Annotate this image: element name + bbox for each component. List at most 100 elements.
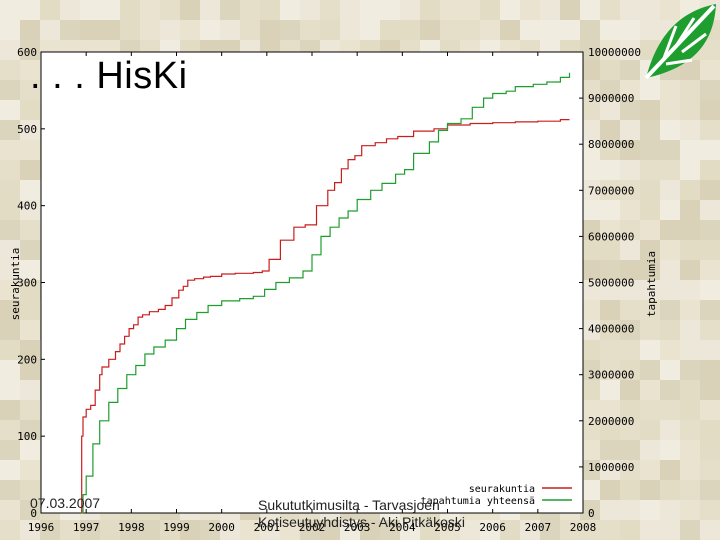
mosaic-tile bbox=[580, 80, 600, 100]
mosaic-tile bbox=[360, 20, 380, 40]
mosaic-tile bbox=[0, 280, 20, 300]
mosaic-tile bbox=[60, 20, 80, 40]
mosaic-tile bbox=[620, 340, 640, 360]
mosaic-tile bbox=[400, 0, 420, 20]
mosaic-tile bbox=[700, 60, 720, 80]
mosaic-tile bbox=[0, 20, 20, 40]
mosaic-tile bbox=[20, 140, 40, 160]
mosaic-tile bbox=[600, 100, 620, 120]
mosaic-tile bbox=[580, 500, 600, 520]
mosaic-tile bbox=[680, 400, 700, 420]
mosaic-tile bbox=[20, 320, 40, 340]
mosaic-tile bbox=[200, 20, 220, 40]
mosaic-tile bbox=[700, 140, 720, 160]
mosaic-tile bbox=[20, 120, 40, 140]
mosaic-tile bbox=[640, 120, 660, 140]
mosaic-tile bbox=[600, 120, 620, 140]
mosaic-tile bbox=[20, 300, 40, 320]
mosaic-tile bbox=[20, 60, 40, 80]
mosaic-tile bbox=[600, 460, 620, 480]
mosaic-tile bbox=[620, 400, 640, 420]
mosaic-tile bbox=[0, 360, 20, 380]
y2-tick-label: 9000000 bbox=[588, 92, 634, 105]
mosaic-tile bbox=[0, 240, 20, 260]
mosaic-tile bbox=[600, 20, 620, 40]
mosaic-tile bbox=[600, 240, 620, 260]
mosaic-tile bbox=[0, 440, 20, 460]
mosaic-tile bbox=[0, 420, 20, 440]
mosaic-tile bbox=[300, 0, 320, 20]
mosaic-tile bbox=[680, 200, 700, 220]
mosaic-tile bbox=[680, 280, 700, 300]
mosaic-tile bbox=[600, 60, 620, 80]
mosaic-tile bbox=[640, 340, 660, 360]
mosaic-tile bbox=[660, 220, 680, 240]
mosaic-tile bbox=[620, 260, 640, 280]
mosaic-tile bbox=[0, 400, 20, 420]
series-line-seurakuntia bbox=[80, 119, 570, 514]
mosaic-tile bbox=[660, 360, 680, 380]
mosaic-tile bbox=[540, 520, 560, 540]
mosaic-tile bbox=[680, 80, 700, 100]
mosaic-tile bbox=[580, 240, 600, 260]
mosaic-tile bbox=[580, 400, 600, 420]
mosaic-tile bbox=[660, 340, 680, 360]
mosaic-tile bbox=[660, 500, 680, 520]
mosaic-tile bbox=[140, 20, 160, 40]
mosaic-tile bbox=[640, 500, 660, 520]
mosaic-tile bbox=[160, 0, 180, 20]
mosaic-tile bbox=[580, 180, 600, 200]
mosaic-tile bbox=[340, 20, 360, 40]
mosaic-tile bbox=[620, 320, 640, 340]
x-tick-label: 2003 bbox=[344, 521, 371, 534]
mosaic-tile bbox=[360, 520, 380, 540]
mosaic-tile bbox=[640, 460, 660, 480]
mosaic-tile bbox=[580, 60, 600, 80]
mosaic-tile bbox=[520, 520, 540, 540]
mosaic-tile bbox=[0, 180, 20, 200]
y2-tick-label: 5000000 bbox=[588, 277, 634, 290]
mosaic-tile bbox=[80, 20, 100, 40]
x-tick-label: 2001 bbox=[254, 521, 281, 534]
mosaic-tile bbox=[580, 380, 600, 400]
mosaic-tile bbox=[680, 360, 700, 380]
mosaic-tile bbox=[700, 440, 720, 460]
mosaic-tile bbox=[620, 520, 640, 540]
mosaic-tile bbox=[120, 520, 140, 540]
x-tick-label: 2008 bbox=[570, 521, 597, 534]
mosaic-tile bbox=[100, 20, 120, 40]
mosaic-tile bbox=[640, 380, 660, 400]
mosaic-tile bbox=[460, 520, 480, 540]
mosaic-tile bbox=[300, 520, 320, 540]
mosaic-tile bbox=[600, 520, 620, 540]
mosaic-tile bbox=[560, 20, 580, 40]
mosaic-tile bbox=[660, 0, 680, 20]
mosaic-tile bbox=[700, 520, 720, 540]
mosaic-tile bbox=[600, 320, 620, 340]
mosaic-tile bbox=[680, 100, 700, 120]
mosaic-tile bbox=[680, 420, 700, 440]
mosaic-tile bbox=[140, 0, 160, 20]
mosaic-tile bbox=[500, 520, 520, 540]
mosaic-tile bbox=[620, 0, 640, 20]
footer-date: 07.03.2007 bbox=[30, 495, 101, 511]
mosaic-tile bbox=[580, 0, 600, 20]
mosaic-tile bbox=[260, 0, 280, 20]
y2-tick-label: 3000000 bbox=[588, 369, 634, 382]
mosaic-tile bbox=[620, 100, 640, 120]
mosaic-tile bbox=[20, 260, 40, 280]
mosaic-tile bbox=[220, 0, 240, 20]
mosaic-tile bbox=[600, 420, 620, 440]
mosaic-tile bbox=[20, 500, 40, 520]
mosaic-tile bbox=[180, 520, 200, 540]
mosaic-tile bbox=[480, 20, 500, 40]
mosaic-tile bbox=[300, 20, 320, 40]
mosaic-tile bbox=[580, 460, 600, 480]
x-tick-label: 2002 bbox=[299, 521, 326, 534]
y-tick-label: 0 bbox=[30, 507, 37, 520]
mosaic-tile bbox=[320, 0, 340, 20]
mosaic-tile bbox=[280, 0, 300, 20]
mosaic-tile bbox=[20, 520, 40, 540]
mosaic-tile bbox=[400, 20, 420, 40]
